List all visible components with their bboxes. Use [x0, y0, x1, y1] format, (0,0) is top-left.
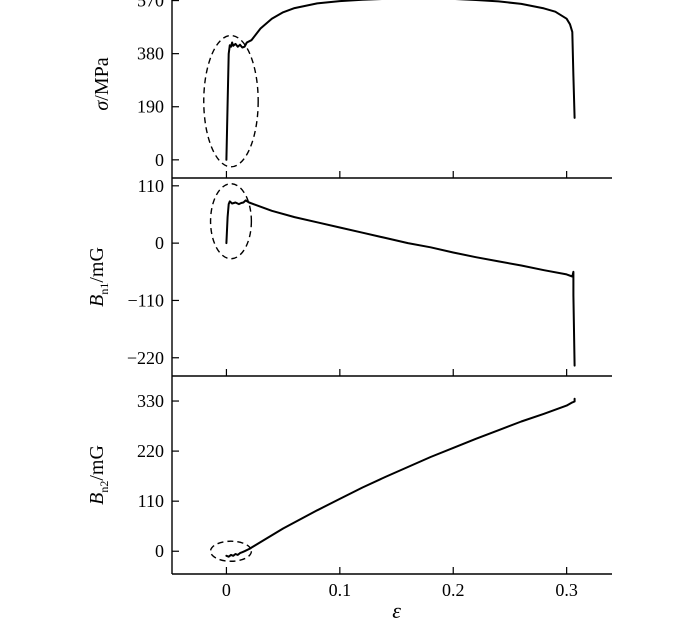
panel-bn1: −220 −110 0 110 Bn1/mG — [86, 176, 612, 377]
stress-y-label-symbol: σ — [91, 100, 113, 111]
bn2-y-tick-label: 0 — [155, 541, 164, 561]
panel-stress: 0 190 380 570 σ/MPa — [91, 0, 612, 179]
stress-y-tick-label: 570 — [137, 0, 164, 11]
bn2-y-label-symbol: B — [86, 493, 108, 505]
stress-y-tick-label: 0 — [155, 150, 164, 170]
bn2-y-label-unit: /mG — [86, 445, 108, 481]
x-tick-label: 0.1 — [329, 580, 352, 600]
bn1-y-tick-label: −110 — [128, 290, 164, 310]
bn1-y-tick-label: −220 — [127, 348, 164, 368]
bn1-y-axis-label: Bn1/mG — [86, 247, 111, 307]
bn2-y-tick-label: 220 — [137, 441, 164, 461]
x-tick-label: 0.3 — [555, 580, 578, 600]
stress-y-label-unit: /MPa — [91, 57, 113, 100]
bn1-y-tick-label: 0 — [155, 233, 164, 253]
bn2-y-label-subscript: n2 — [97, 481, 111, 493]
x-axis-label: ε — [392, 598, 401, 621]
stress-y-tick-label: 380 — [137, 44, 164, 64]
bn2-dashed-ellipse — [209, 540, 253, 562]
bn2-series-line — [225, 397, 576, 558]
bn2-y-tick-label: 110 — [138, 491, 164, 511]
bn1-dashed-ellipse — [209, 183, 253, 260]
bn2-y-axis-label: Bn2/mG — [86, 445, 111, 505]
bn1-y-label-symbol: B — [86, 295, 108, 307]
x-tick-label: 0 — [222, 580, 231, 600]
stress-series-line — [225, 0, 576, 161]
bn1-y-label-subscript: n1 — [97, 283, 111, 295]
stress-y-tick-label: 190 — [137, 97, 164, 117]
stress-dashed-ellipse — [203, 34, 259, 168]
panel-bn2: 0 110 220 330 Bn2/mG — [86, 376, 612, 575]
bn1-y-tick-label: 110 — [138, 176, 164, 196]
bn1-series-line — [225, 199, 576, 367]
bn2-y-tick-label: 330 — [137, 391, 164, 411]
bn1-y-label-unit: /mG — [86, 247, 108, 283]
stress-y-axis-label: σ/MPa — [91, 57, 113, 110]
x-tick-label: 0.2 — [442, 580, 465, 600]
